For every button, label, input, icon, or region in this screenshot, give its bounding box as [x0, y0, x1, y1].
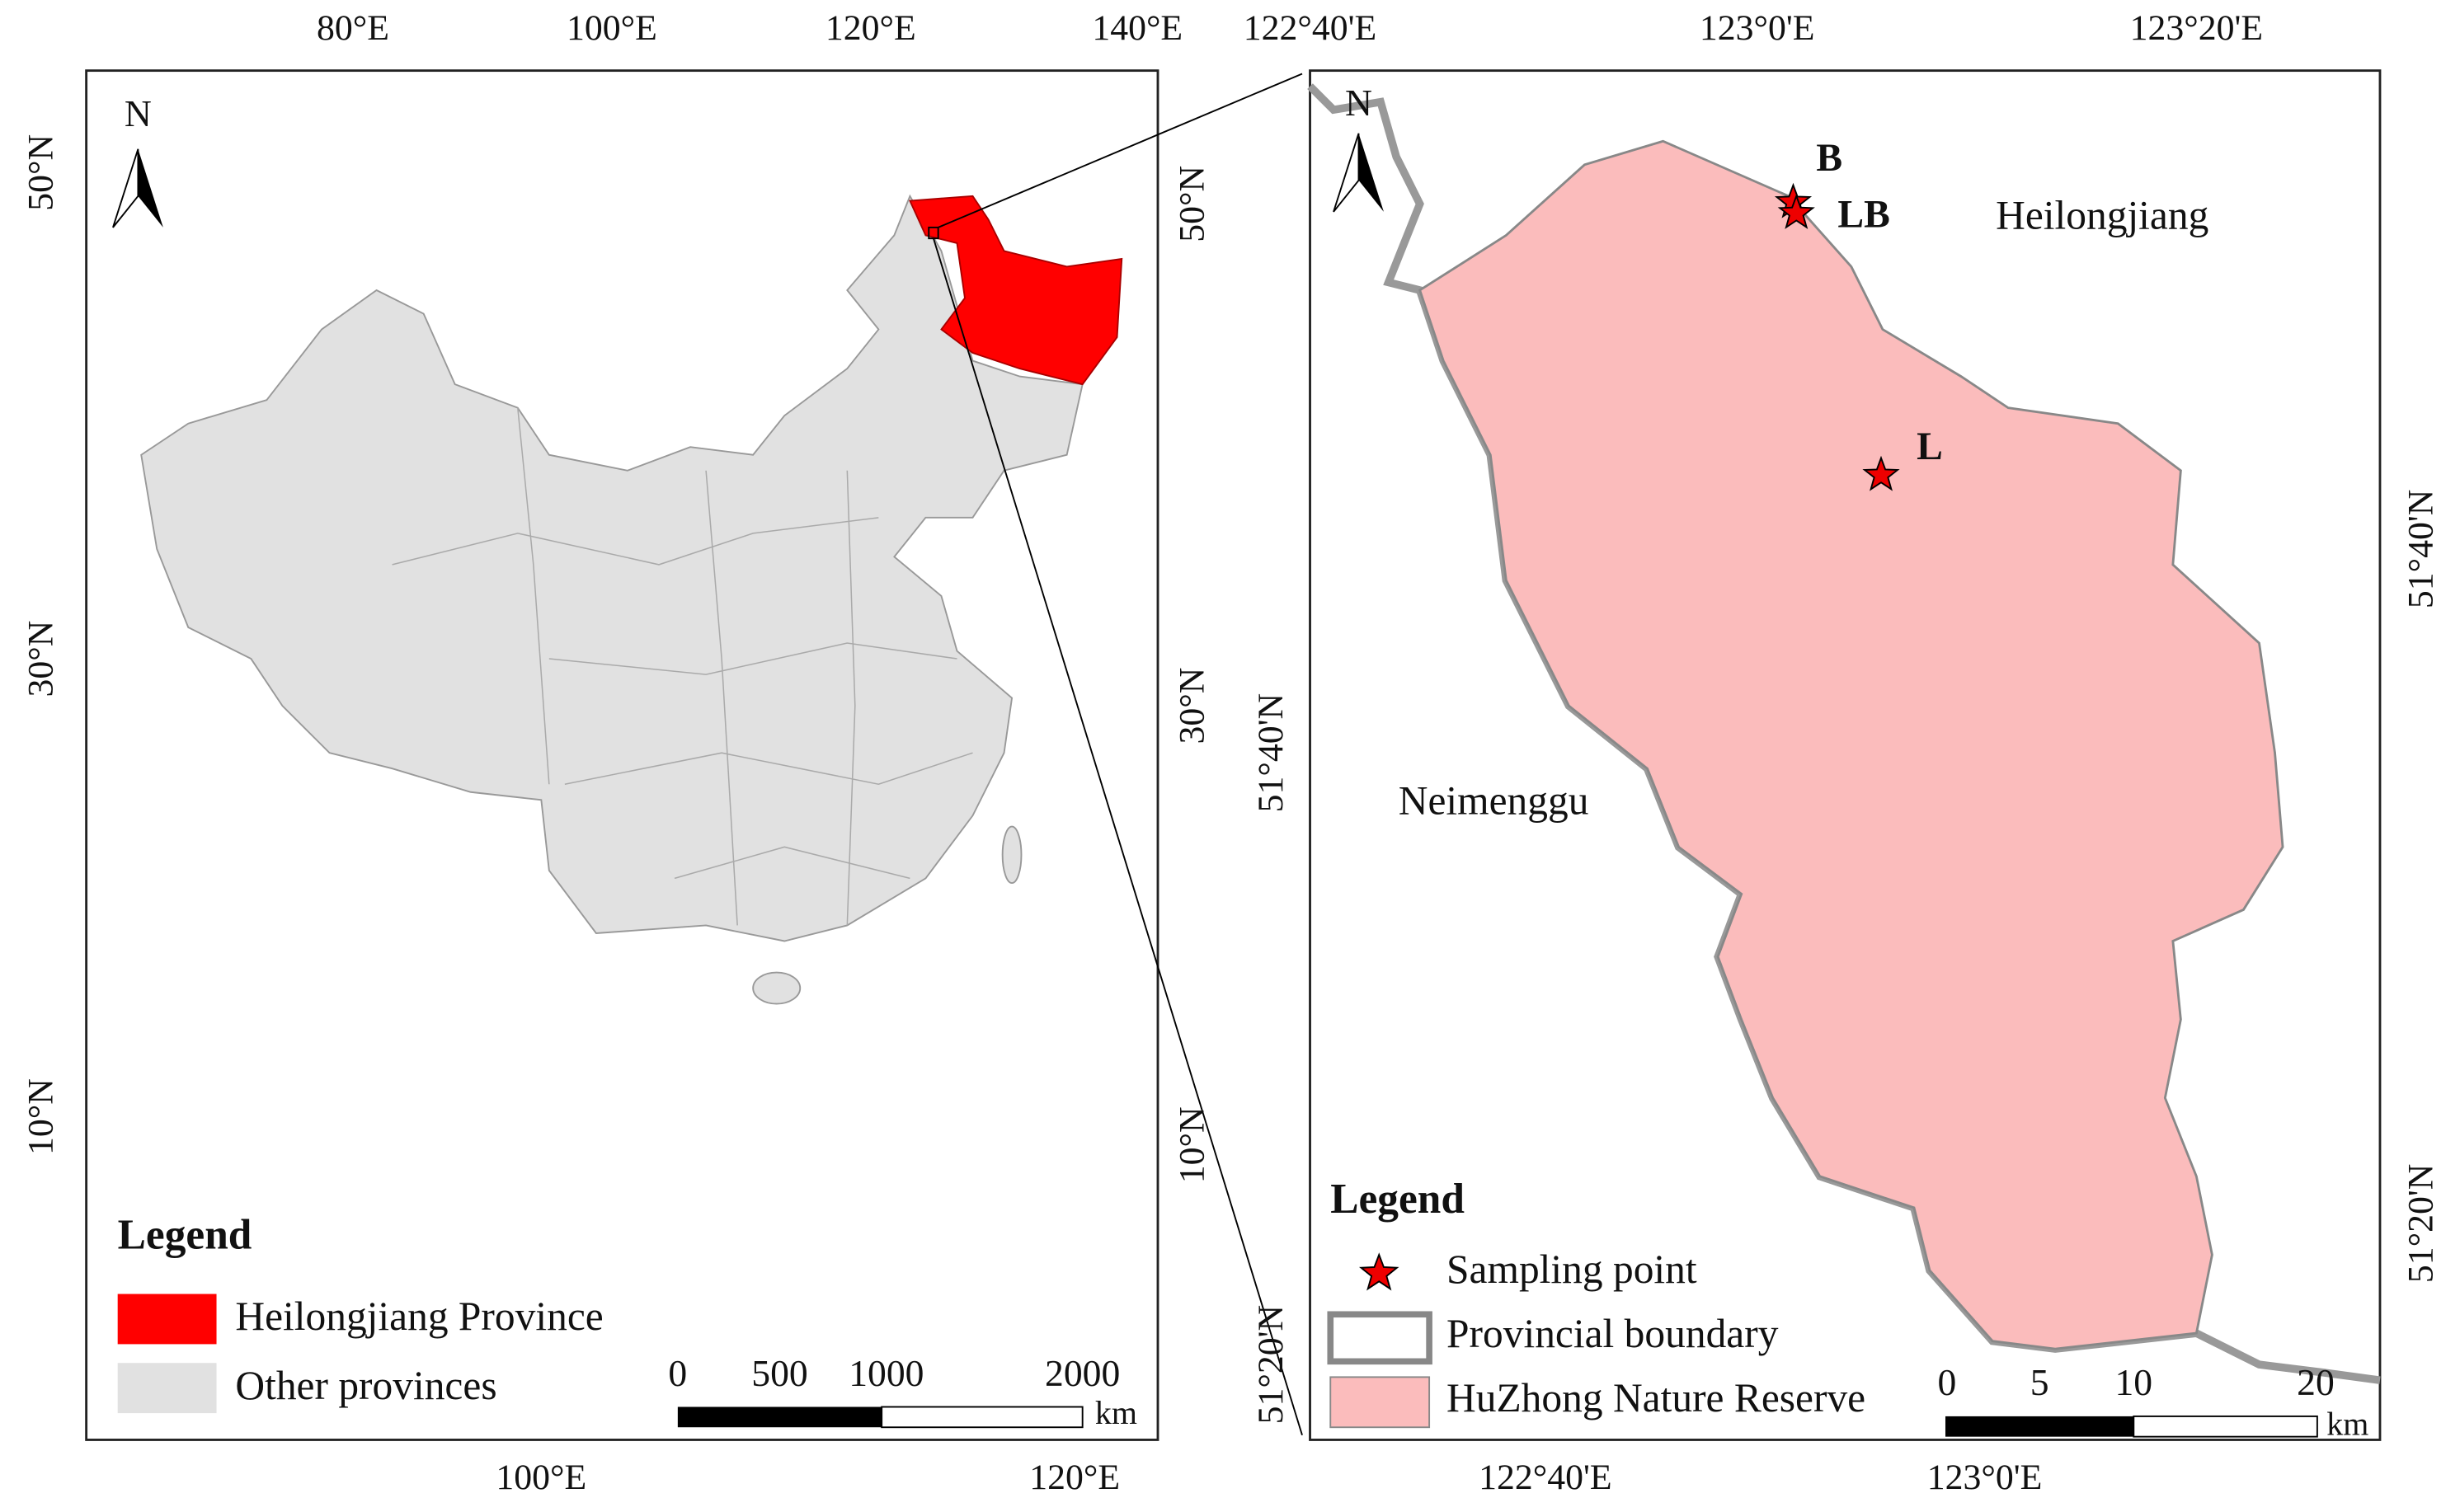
region-label: Heilongjiang [1996, 193, 2208, 238]
tick-label: 123°0'E [1700, 8, 1815, 48]
north-arrow [138, 148, 163, 228]
tick-label: 122°40'E [1244, 8, 1376, 48]
china-provinces [140, 194, 1084, 942]
taiwan [1001, 825, 1023, 885]
tick-label: 123°0'E [1927, 1458, 2043, 1497]
scale-bar [1945, 1416, 2134, 1437]
point-label: L [1917, 425, 1943, 468]
hainan [752, 971, 802, 1005]
tick-label: 140°E [1092, 8, 1183, 48]
legend-swatch [117, 1363, 217, 1414]
scale-label: 500 [751, 1352, 807, 1394]
scale-label: 10 [2114, 1361, 2152, 1403]
region-label: Neimenggu [1399, 777, 1589, 823]
tick-label: 100°E [496, 1458, 586, 1497]
connector [938, 73, 1303, 228]
scale-bar [677, 1406, 882, 1428]
tick-label: 50°N [1173, 166, 1212, 242]
scale-label: 1000 [849, 1352, 924, 1394]
scale-label: 20 [2297, 1361, 2335, 1403]
scale-label: 2000 [1045, 1352, 1120, 1394]
scale-label: 0 [1937, 1361, 1956, 1403]
legend-label: Heilongjiang Province [235, 1294, 603, 1339]
scale-bar [2133, 1415, 2318, 1438]
tick-label: 51°40'N [2401, 490, 2440, 608]
tick-label: 51°40'N [1251, 693, 1291, 812]
legend-label: Sampling point [1446, 1247, 1697, 1292]
legend-label: Other provinces [235, 1363, 496, 1408]
tick-label: 30°N [21, 621, 60, 697]
legend-label: HuZhong Nature Reserve [1446, 1375, 1865, 1420]
scale-label: 0 [668, 1352, 687, 1394]
scale-bar [881, 1406, 1084, 1429]
north-label: N [125, 92, 152, 134]
tick-label: 51°20'N [2401, 1164, 2440, 1283]
connector [933, 237, 1303, 1436]
legend-title: Legend [1330, 1176, 1465, 1223]
tick-label: 120°E [825, 8, 916, 48]
heilongjiang-province [908, 195, 1123, 386]
scale-label: 5 [2030, 1361, 2049, 1403]
province-borders [392, 407, 973, 926]
point-label: B [1816, 137, 1842, 180]
tick-label: 51°20'N [1251, 1305, 1291, 1424]
tick-label: 122°40'E [1479, 1458, 1611, 1497]
sampling-point [1862, 455, 1900, 491]
scale-unit: km [1095, 1394, 1137, 1431]
legend-star [1358, 1252, 1399, 1291]
huzhong-reserve [1418, 139, 2284, 1350]
legend-swatch [117, 1294, 217, 1345]
tick-label: 80°E [317, 8, 389, 48]
tick-label: 10°N [21, 1078, 60, 1155]
tick-label: 123°20'E [2130, 8, 2263, 48]
legend-title: Legend [118, 1212, 252, 1259]
point-label: LB [1837, 193, 1889, 236]
scale-unit: km [2326, 1405, 2368, 1442]
tick-label: 120°E [1029, 1458, 1120, 1497]
north-label: N [1345, 82, 1372, 124]
legend-swatch [1329, 1376, 1431, 1429]
legend-swatch [1327, 1311, 1432, 1365]
sampling-point [1777, 194, 1815, 229]
tick-label: 100°E [567, 8, 657, 48]
tick-label: 10°N [1173, 1106, 1212, 1183]
tick-label: 50°N [21, 134, 60, 211]
tick-label: 30°N [1173, 668, 1212, 744]
legend-label: Provincial boundary [1446, 1311, 1779, 1356]
